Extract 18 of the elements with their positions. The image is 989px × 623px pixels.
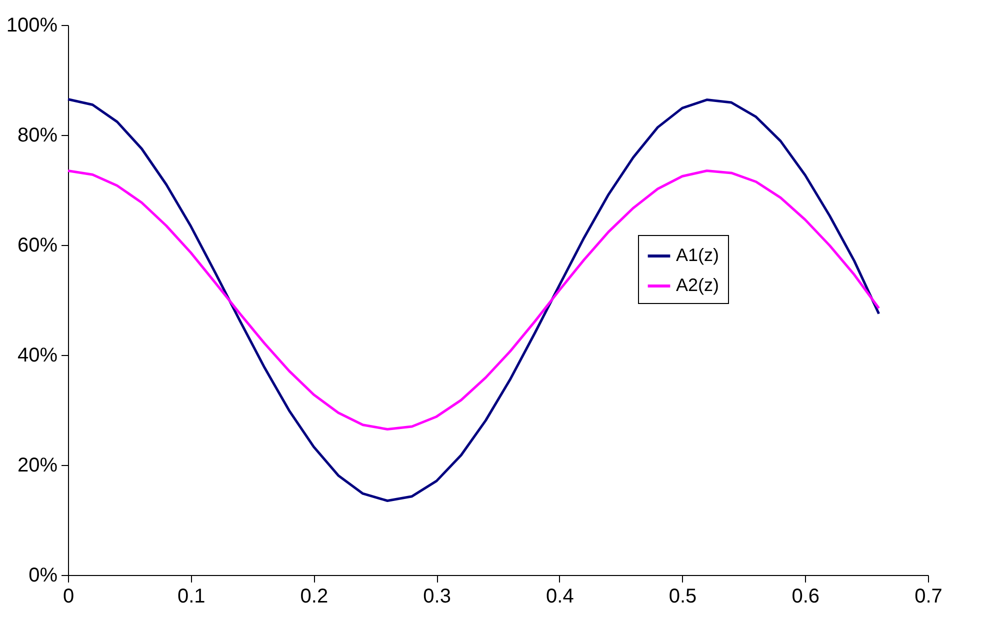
legend-label: A1(z) [676, 245, 720, 265]
y-tick-label: 40% [17, 344, 58, 366]
x-tick-label: 0.1 [177, 586, 206, 608]
legend-label: A2(z) [676, 275, 720, 295]
x-tick-label: 0 [62, 586, 74, 608]
line-series [66, 170, 880, 430]
y-tick-label: 60% [17, 234, 58, 256]
y-tick-label: 20% [17, 454, 58, 476]
y-tick-label: 100% [6, 14, 58, 36]
x-tick-label: 0.6 [792, 586, 820, 608]
x-tick-label: 0.4 [546, 586, 574, 608]
x-tick-label: 0.5 [668, 586, 697, 608]
x-tick-label: 0.7 [914, 586, 942, 608]
y-tick-label: 80% [17, 124, 58, 146]
line-series [66, 98, 880, 502]
x-tick-label: 0.3 [423, 586, 451, 608]
x-tick-label: 0.2 [300, 586, 328, 608]
y-tick-label: 0% [28, 564, 58, 586]
